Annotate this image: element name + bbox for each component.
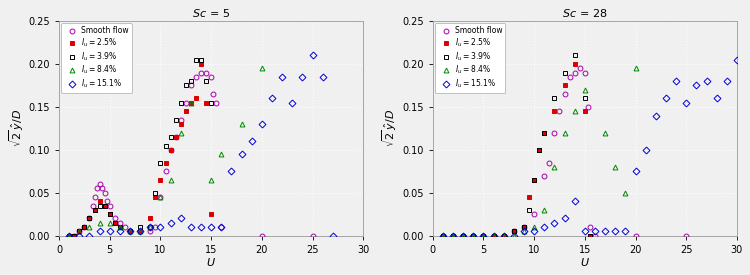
X-axis label: $\mathit{U}$: $\mathit{U}$: [580, 256, 590, 268]
Y-axis label: $\sqrt{2}\,\hat{y}/D$: $\sqrt{2}\,\hat{y}/D$: [7, 109, 26, 147]
Legend: Smooth flow, $I_u = 2.5\%$, $I_u = 3.9\%$, $I_u = 8.4\%$, $I_u = 15.1\%$: Smooth flow, $I_u = 2.5\%$, $I_u = 3.9\%…: [62, 23, 132, 93]
Title: $\mathit{Sc\,=\,28}$: $\mathit{Sc\,=\,28}$: [562, 7, 608, 19]
Y-axis label: $\sqrt{2}\,\hat{y}/D$: $\sqrt{2}\,\hat{y}/D$: [380, 109, 399, 147]
X-axis label: $\mathit{U}$: $\mathit{U}$: [206, 256, 216, 268]
Legend: Smooth flow, $I_u = 2.5\%$, $I_u = 3.9\%$, $I_u = 8.4\%$, $I_u = 15.1\%$: Smooth flow, $I_u = 2.5\%$, $I_u = 3.9\%…: [435, 23, 506, 93]
Title: $\mathit{Sc\,=\,5}$: $\mathit{Sc\,=\,5}$: [192, 7, 230, 19]
